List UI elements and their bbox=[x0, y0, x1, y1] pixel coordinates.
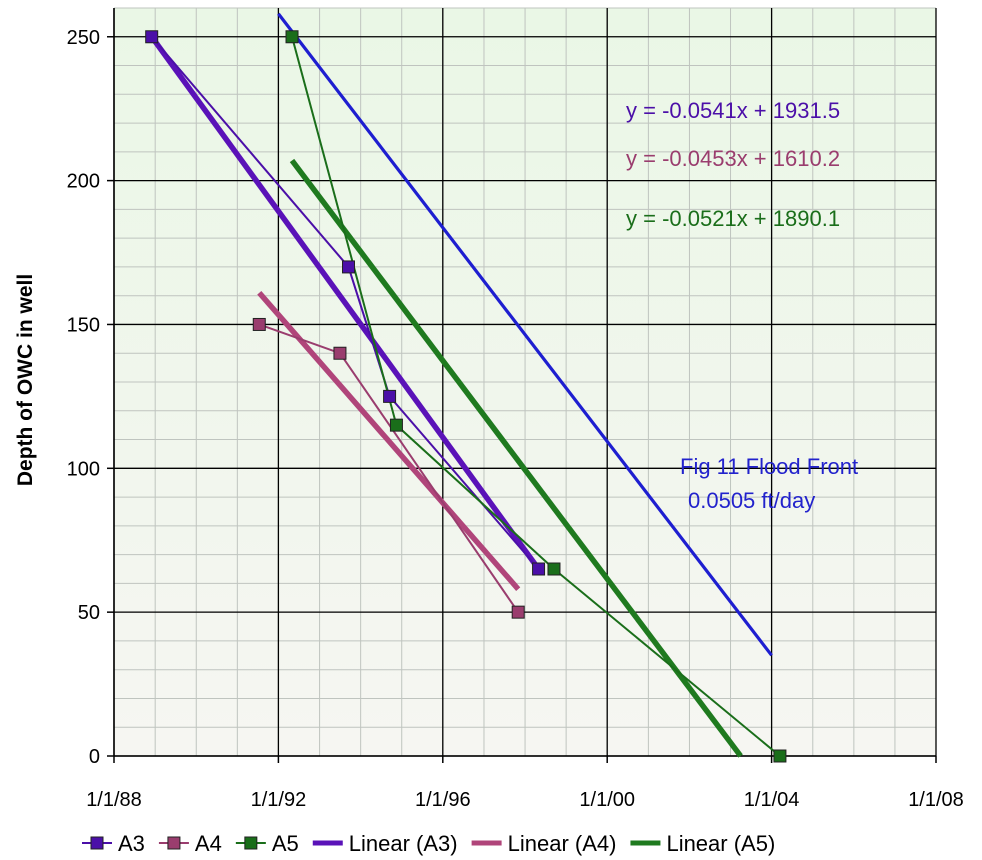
x-tick-label: 1/1/08 bbox=[908, 789, 964, 811]
data-point-a5 bbox=[547, 562, 561, 576]
legend-swatch-marker bbox=[244, 836, 258, 850]
annotation-flood-rate: 0.0505 ft/day bbox=[688, 488, 815, 513]
axes bbox=[107, 8, 937, 763]
legend-label: Linear (A3) bbox=[349, 831, 458, 856]
data-point-a5 bbox=[773, 749, 787, 763]
y-tick-label: 150 bbox=[67, 314, 100, 336]
legend-swatch-marker bbox=[167, 836, 181, 850]
series-line-a3 bbox=[150, 36, 540, 570]
trendline-linear-a3 bbox=[149, 35, 541, 571]
legend: A3 A4 A5 Linear (A3) Linear (A4) Linear (A5) bbox=[82, 831, 775, 856]
y-axis-label: Depth of OWC in well bbox=[14, 274, 37, 486]
data-point-a4 bbox=[333, 346, 347, 360]
legend-item-linear-a4: Linear (A4) bbox=[471, 831, 617, 856]
x-tick-label: 1/1/04 bbox=[744, 789, 800, 811]
legend-item-a4: A4 bbox=[158, 831, 222, 856]
data-point-a3 bbox=[342, 260, 356, 274]
legend-label: A3 bbox=[118, 831, 145, 856]
annotation-a3-equation: y = -0.0541x + 1931.5 bbox=[626, 98, 840, 123]
legend-item-a3: A3 bbox=[82, 831, 145, 856]
flood-front-line bbox=[277, 12, 773, 657]
legend-label: Linear (A4) bbox=[508, 831, 617, 856]
flood-front-line bbox=[277, 12, 773, 657]
data-point-a4 bbox=[252, 317, 266, 331]
annotation-a4-equation: y = -0.0453x + 1610.2 bbox=[626, 146, 840, 171]
legend-item-a5: A5 bbox=[235, 831, 299, 856]
data-point-a3 bbox=[145, 30, 159, 44]
annotations: y = -0.0541x + 1931.5 y = -0.0453x + 161… bbox=[626, 98, 858, 513]
data-point-a5 bbox=[285, 30, 299, 44]
y-tick-label: 250 bbox=[67, 27, 100, 49]
annotation-fig-title: Fig 11 Flood Front bbox=[680, 454, 858, 479]
trendline-linear-a4 bbox=[257, 291, 521, 591]
data-point-a5 bbox=[389, 418, 403, 432]
x-tick-label: 1/1/88 bbox=[86, 789, 142, 811]
legend-item-linear-a3: Linear (A3) bbox=[312, 831, 458, 856]
legend-label: Linear (A5) bbox=[666, 831, 775, 856]
legend-label: A4 bbox=[195, 831, 222, 856]
legend-label: A5 bbox=[272, 831, 299, 856]
series-line-a5 bbox=[291, 36, 781, 757]
data-point-a4 bbox=[511, 605, 525, 619]
data-point-a3 bbox=[532, 562, 546, 576]
y-tick-labels: 0 50 100 150 200 250 bbox=[67, 27, 100, 768]
x-tick-label: 1/1/92 bbox=[251, 789, 307, 811]
y-tick-label: 100 bbox=[67, 458, 100, 480]
y-tick-label: 0 bbox=[89, 746, 100, 768]
x-tick-label: 1/1/00 bbox=[579, 789, 635, 811]
y-tick-label: 50 bbox=[78, 602, 100, 624]
legend-item-linear-a5: Linear (A5) bbox=[630, 831, 775, 856]
series-layer bbox=[145, 30, 787, 763]
legend-swatch-marker bbox=[90, 836, 104, 850]
x-tick-labels: 1/1/88 1/1/92 1/1/96 1/1/00 1/1/04 1/1/08 bbox=[86, 789, 964, 811]
data-point-a3 bbox=[383, 389, 397, 403]
trendline-linear-a5 bbox=[289, 158, 743, 758]
annotation-a5-equation: y = -0.0521x + 1890.1 bbox=[626, 206, 840, 231]
x-tick-label: 1/1/96 bbox=[415, 789, 471, 811]
y-tick-label: 200 bbox=[67, 171, 100, 193]
